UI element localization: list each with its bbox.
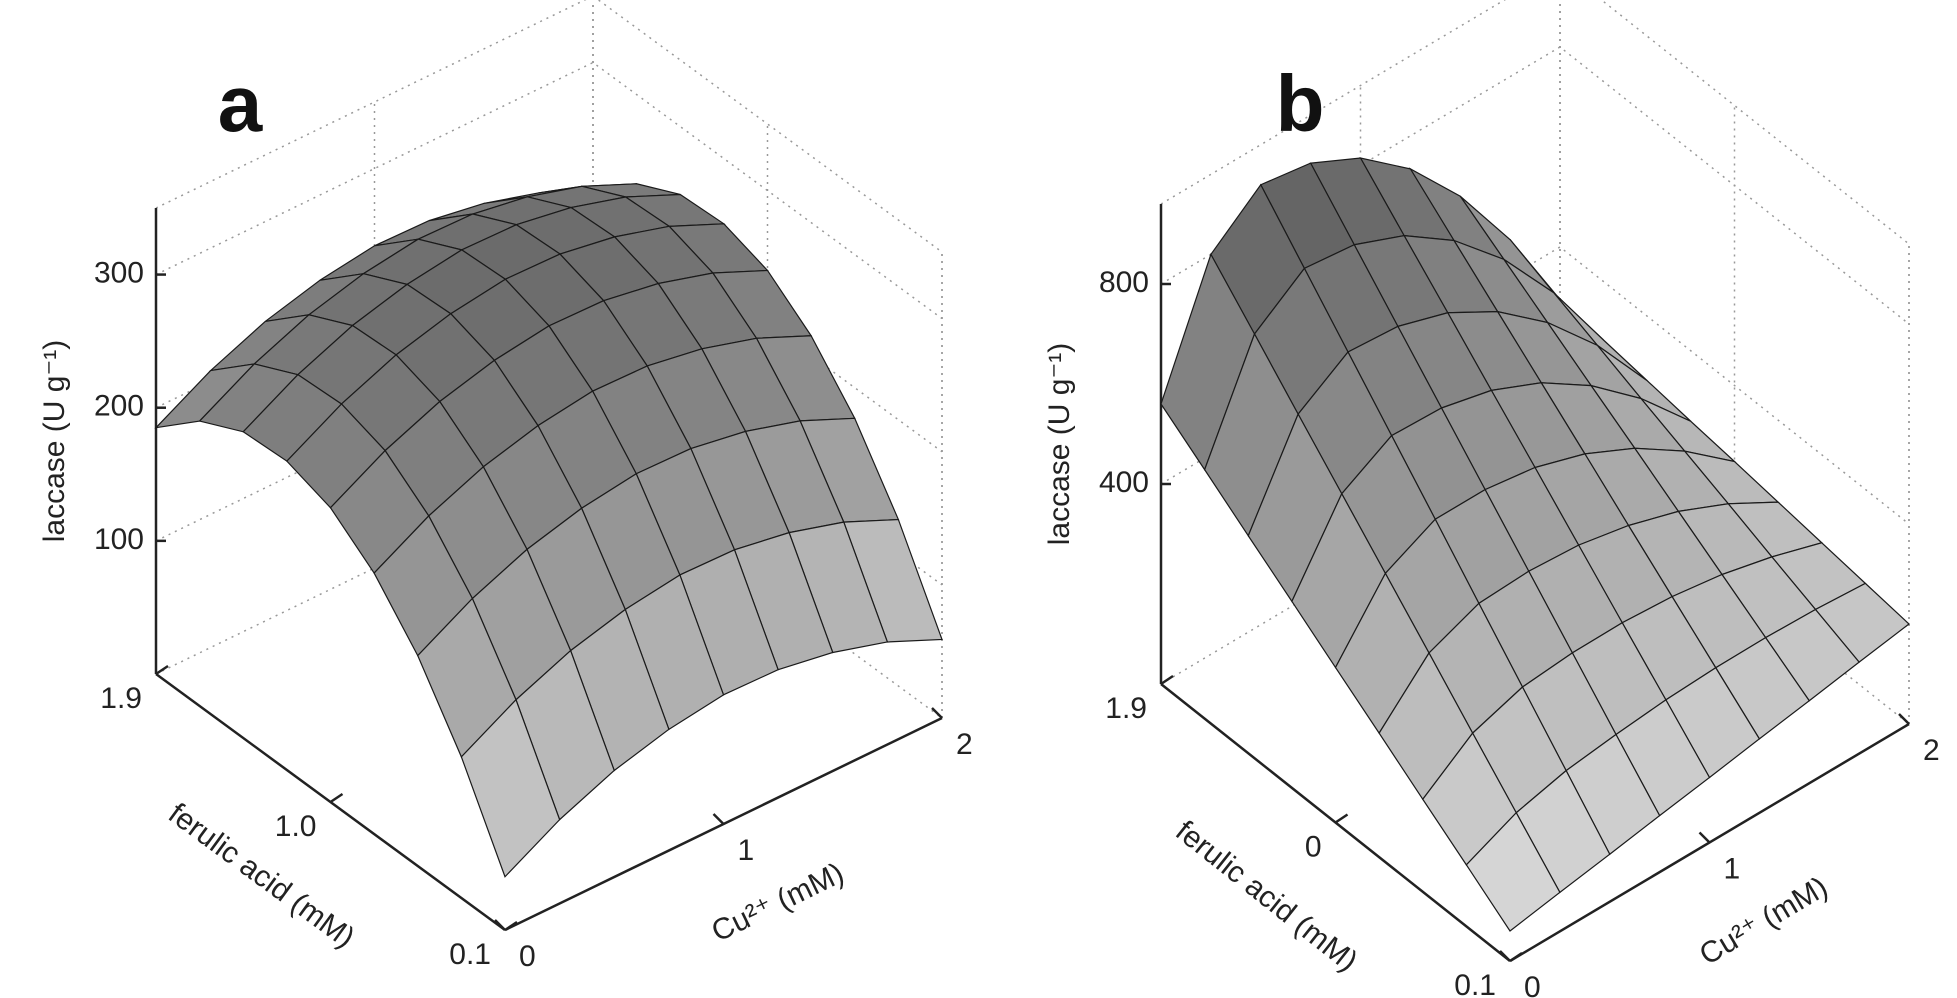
- y-axis-title: ferulic acid (mM): [162, 797, 360, 955]
- tick-mark: [329, 792, 344, 804]
- panel-label: b: [1276, 59, 1325, 148]
- x-tick-label: 1: [1724, 852, 1741, 885]
- y-tick-label: 1.9: [100, 682, 142, 715]
- y-tick-label: 0: [1305, 830, 1322, 863]
- box-edge: [1160, 0, 1506, 205]
- panel-label: a: [218, 59, 263, 148]
- x-tick-label: 1: [738, 834, 755, 867]
- tick-mark: [712, 813, 725, 825]
- tick-mark: [931, 707, 943, 719]
- surface-patch: [460, 698, 561, 878]
- y-tick-label: 1.9: [1105, 692, 1147, 725]
- tick-mark: [504, 920, 518, 932]
- x-tick-label: 0: [1524, 971, 1541, 998]
- tick-mark: [1499, 950, 1511, 962]
- z-axis-title: laccase (U g⁻¹): [1043, 343, 1076, 546]
- z-tick-label: 400: [1099, 466, 1149, 499]
- tick-mark: [155, 664, 169, 676]
- box-edge: [1559, 446, 1910, 725]
- panel: 100 200 300 0.1 1.0 1.9 0 1 2 ferulic acid (mM) Cu…: [38, 0, 973, 973]
- x-tick-label: 2: [956, 728, 973, 761]
- y-tick-label: 0.1: [449, 938, 491, 971]
- grid-line: [155, 61, 943, 320]
- x-tick-label: 0: [519, 940, 536, 973]
- z-tick-label: 300: [94, 256, 144, 289]
- y-axis-title: ferulic acid (mM): [1169, 814, 1363, 978]
- x-axis-title: Cu²⁺ (mM): [707, 857, 850, 949]
- panel: 400 800 0.1 0 1.9 0 1 2 ferulic acid (mM) Cu²⁺ (m…: [1043, 0, 1940, 998]
- surface-patch: [1465, 811, 1561, 932]
- tick-mark: [1160, 674, 1174, 686]
- box-edge: [1600, 0, 1910, 245]
- tick-mark: [494, 919, 506, 931]
- z-tick-label: 100: [94, 523, 144, 556]
- tick-mark: [1509, 951, 1523, 963]
- z-tick-label: 200: [94, 390, 144, 423]
- tick-mark: [1898, 713, 1910, 725]
- tick-mark: [1334, 813, 1349, 824]
- z-axis-title: laccase (U g⁻¹): [38, 340, 71, 543]
- y-tick-label: 1.0: [275, 810, 317, 843]
- x-axis-title: Cu²⁺ (mM): [1694, 871, 1833, 972]
- y-tick-label: 0.1: [1454, 969, 1496, 998]
- x-tick-label: 2: [1923, 734, 1940, 767]
- tick-mark: [1698, 831, 1711, 844]
- z-tick-label: 800: [1099, 266, 1149, 299]
